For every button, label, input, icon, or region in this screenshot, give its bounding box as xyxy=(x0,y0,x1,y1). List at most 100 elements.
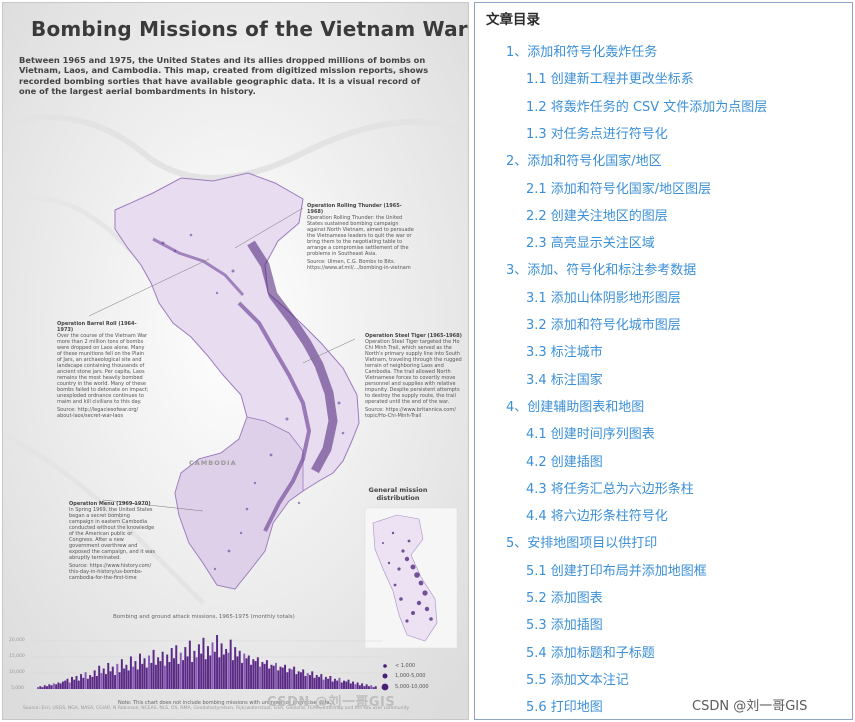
chart-bar xyxy=(182,660,185,689)
inset-hexbin xyxy=(399,597,403,601)
toc-subsection-link[interactable]: 3.2 添加和符号化城市图层 xyxy=(526,318,681,333)
chart-bar xyxy=(374,686,377,689)
inset-hexbin xyxy=(397,567,401,571)
toc-subsection-link[interactable]: 4.1 创建时间序列图表 xyxy=(526,427,655,442)
toc-section-link[interactable]: 4、创建辅助图表和地图 xyxy=(506,400,645,415)
country-label-cambodia: CAMBODIA xyxy=(189,459,237,467)
toc-subsection-link[interactable]: 2.3 高亮显示关注区域 xyxy=(526,236,655,251)
annotation-barrel-roll: Operation Barrel Roll (1964-1973) Over t… xyxy=(57,321,149,419)
annotation-heading: Operation Rolling Thunder (1965-1968) xyxy=(307,203,402,215)
chart-bar xyxy=(247,655,250,689)
toc-subsection-link[interactable]: 5.1 创建打印布局并添加地图框 xyxy=(526,564,707,579)
toc-section-link[interactable]: 2、添加和符号化国家/地区 xyxy=(506,154,662,169)
chart-bar xyxy=(50,685,53,689)
chart-bar xyxy=(216,635,219,689)
chart-bar xyxy=(175,645,178,689)
chart-bar xyxy=(302,669,305,689)
inset-hexbin xyxy=(429,617,433,621)
annotation-steel-tiger: Operation Steel Tiger (1965-1968) Operat… xyxy=(365,333,463,419)
toc-subsection-link[interactable]: 4.3 将任务汇总为六边形条柱 xyxy=(526,482,694,497)
toc-section-link[interactable]: 3、添加、符号化和标注参考数据 xyxy=(506,263,697,278)
chart-bar xyxy=(349,683,352,689)
chart-bar xyxy=(118,672,121,689)
inset-hexbin xyxy=(424,606,430,612)
chart-bar xyxy=(150,662,153,689)
chart-bar xyxy=(64,680,67,689)
toc-subsection-link[interactable]: 5.5 添加文本注记 xyxy=(526,673,629,688)
inset-hexbin xyxy=(411,611,415,615)
chart-bar xyxy=(281,667,284,689)
chart-bar xyxy=(132,666,135,689)
chart-bar xyxy=(139,653,141,689)
chart-bar xyxy=(84,672,87,689)
chart-bar xyxy=(265,660,268,689)
chart-bar xyxy=(55,684,58,689)
legend-label: 5,000-10,000 xyxy=(395,684,429,690)
chart-bar xyxy=(295,674,298,689)
chart-bar xyxy=(95,675,98,689)
chart-bar xyxy=(168,662,171,689)
legend-marker-medium xyxy=(382,673,388,679)
chart-bar xyxy=(191,662,194,689)
inset-map xyxy=(364,507,458,649)
toc-subsection-link[interactable]: 1.3 对任务点进行符号化 xyxy=(526,127,668,142)
map-background xyxy=(3,3,468,719)
chart-bar xyxy=(152,649,155,689)
y-axis-label: 20,000 xyxy=(9,638,25,643)
toc-subsection-link[interactable]: 3.4 标注国家 xyxy=(526,373,603,388)
annotation-menu: Operation Menu (1969-1970) In Spring 196… xyxy=(69,501,155,581)
chart-bar xyxy=(197,644,200,689)
chart-bar xyxy=(286,672,289,689)
toc-subsection-link[interactable]: 3.1 添加山体阴影地形图层 xyxy=(526,291,681,306)
toc-subsection-link[interactable]: 5.3 添加插图 xyxy=(526,618,603,633)
chart-bar xyxy=(166,654,169,689)
annotation-heading: Operation Menu (1969-1970) xyxy=(69,501,151,507)
chart-bar xyxy=(245,658,248,689)
chart-bar xyxy=(225,648,228,689)
chart-bar xyxy=(229,639,232,689)
toc-subsection-link[interactable]: 5.4 添加标题和子标题 xyxy=(526,646,655,661)
toc-subsection-link[interactable]: 4.4 将六边形条柱符号化 xyxy=(526,509,668,524)
chart-bar xyxy=(100,673,103,689)
chart-bar xyxy=(129,656,132,689)
toc-subsection-link[interactable]: 5.2 添加图表 xyxy=(526,591,603,606)
chart-bar xyxy=(313,677,316,689)
chart-bar xyxy=(125,664,128,689)
y-axis-label: 15,000 xyxy=(9,654,25,659)
chart-bar xyxy=(288,668,291,689)
annotation-body: Over the course of the Vietnam War more … xyxy=(57,333,149,405)
chart-bar xyxy=(367,686,370,689)
legend-label: 1,000-5,000 xyxy=(395,673,426,679)
toc-subsection-link[interactable]: 1.1 创建新工程并更改坐标系 xyxy=(526,72,694,87)
chart-bar xyxy=(256,657,259,689)
chart-bar xyxy=(109,671,112,689)
inset-hexbin xyxy=(382,542,384,544)
chart-bar xyxy=(89,675,92,689)
chart-bar xyxy=(75,675,78,689)
chart-bar xyxy=(148,655,151,689)
inset-hexbin xyxy=(422,590,428,596)
toc-section-link[interactable]: 5、安排地图项目以供打印 xyxy=(506,536,658,551)
toc-subsection-link[interactable]: 5.6 打印地图 xyxy=(526,700,603,715)
chart-bar xyxy=(338,677,341,689)
chart-bar xyxy=(143,658,146,689)
chart-bar xyxy=(141,663,144,689)
chart-bar xyxy=(231,660,234,689)
chart-bar xyxy=(157,657,160,689)
chart-bar xyxy=(159,661,162,689)
toc-subsection-link[interactable]: 3.3 标注城市 xyxy=(526,345,603,360)
chart-bar xyxy=(329,675,332,689)
toc-subsection-link[interactable]: 1.2 将轰炸任务的 CSV 文件添加为点图层 xyxy=(526,100,768,115)
chart-bar xyxy=(57,682,60,689)
toc-subsection-link[interactable]: 2.2 创建关注地区的图层 xyxy=(526,209,668,224)
chart-bar xyxy=(358,685,361,689)
toc-subsection-link[interactable]: 4.2 创建插图 xyxy=(526,455,603,470)
toc-subsection-link[interactable]: 2.1 添加和符号化国家/地区图层 xyxy=(526,182,712,197)
inset-hexbin xyxy=(387,561,391,565)
chart-bar xyxy=(114,675,117,689)
chart-bar xyxy=(170,648,173,689)
annotation-source: Source: Ulmen, C.G. Bombs to Bits. https… xyxy=(307,259,411,271)
chart-bar xyxy=(209,655,212,689)
toc-section-link[interactable]: 1、添加和符号化轰炸任务 xyxy=(506,45,658,60)
chart-bar xyxy=(91,676,94,689)
